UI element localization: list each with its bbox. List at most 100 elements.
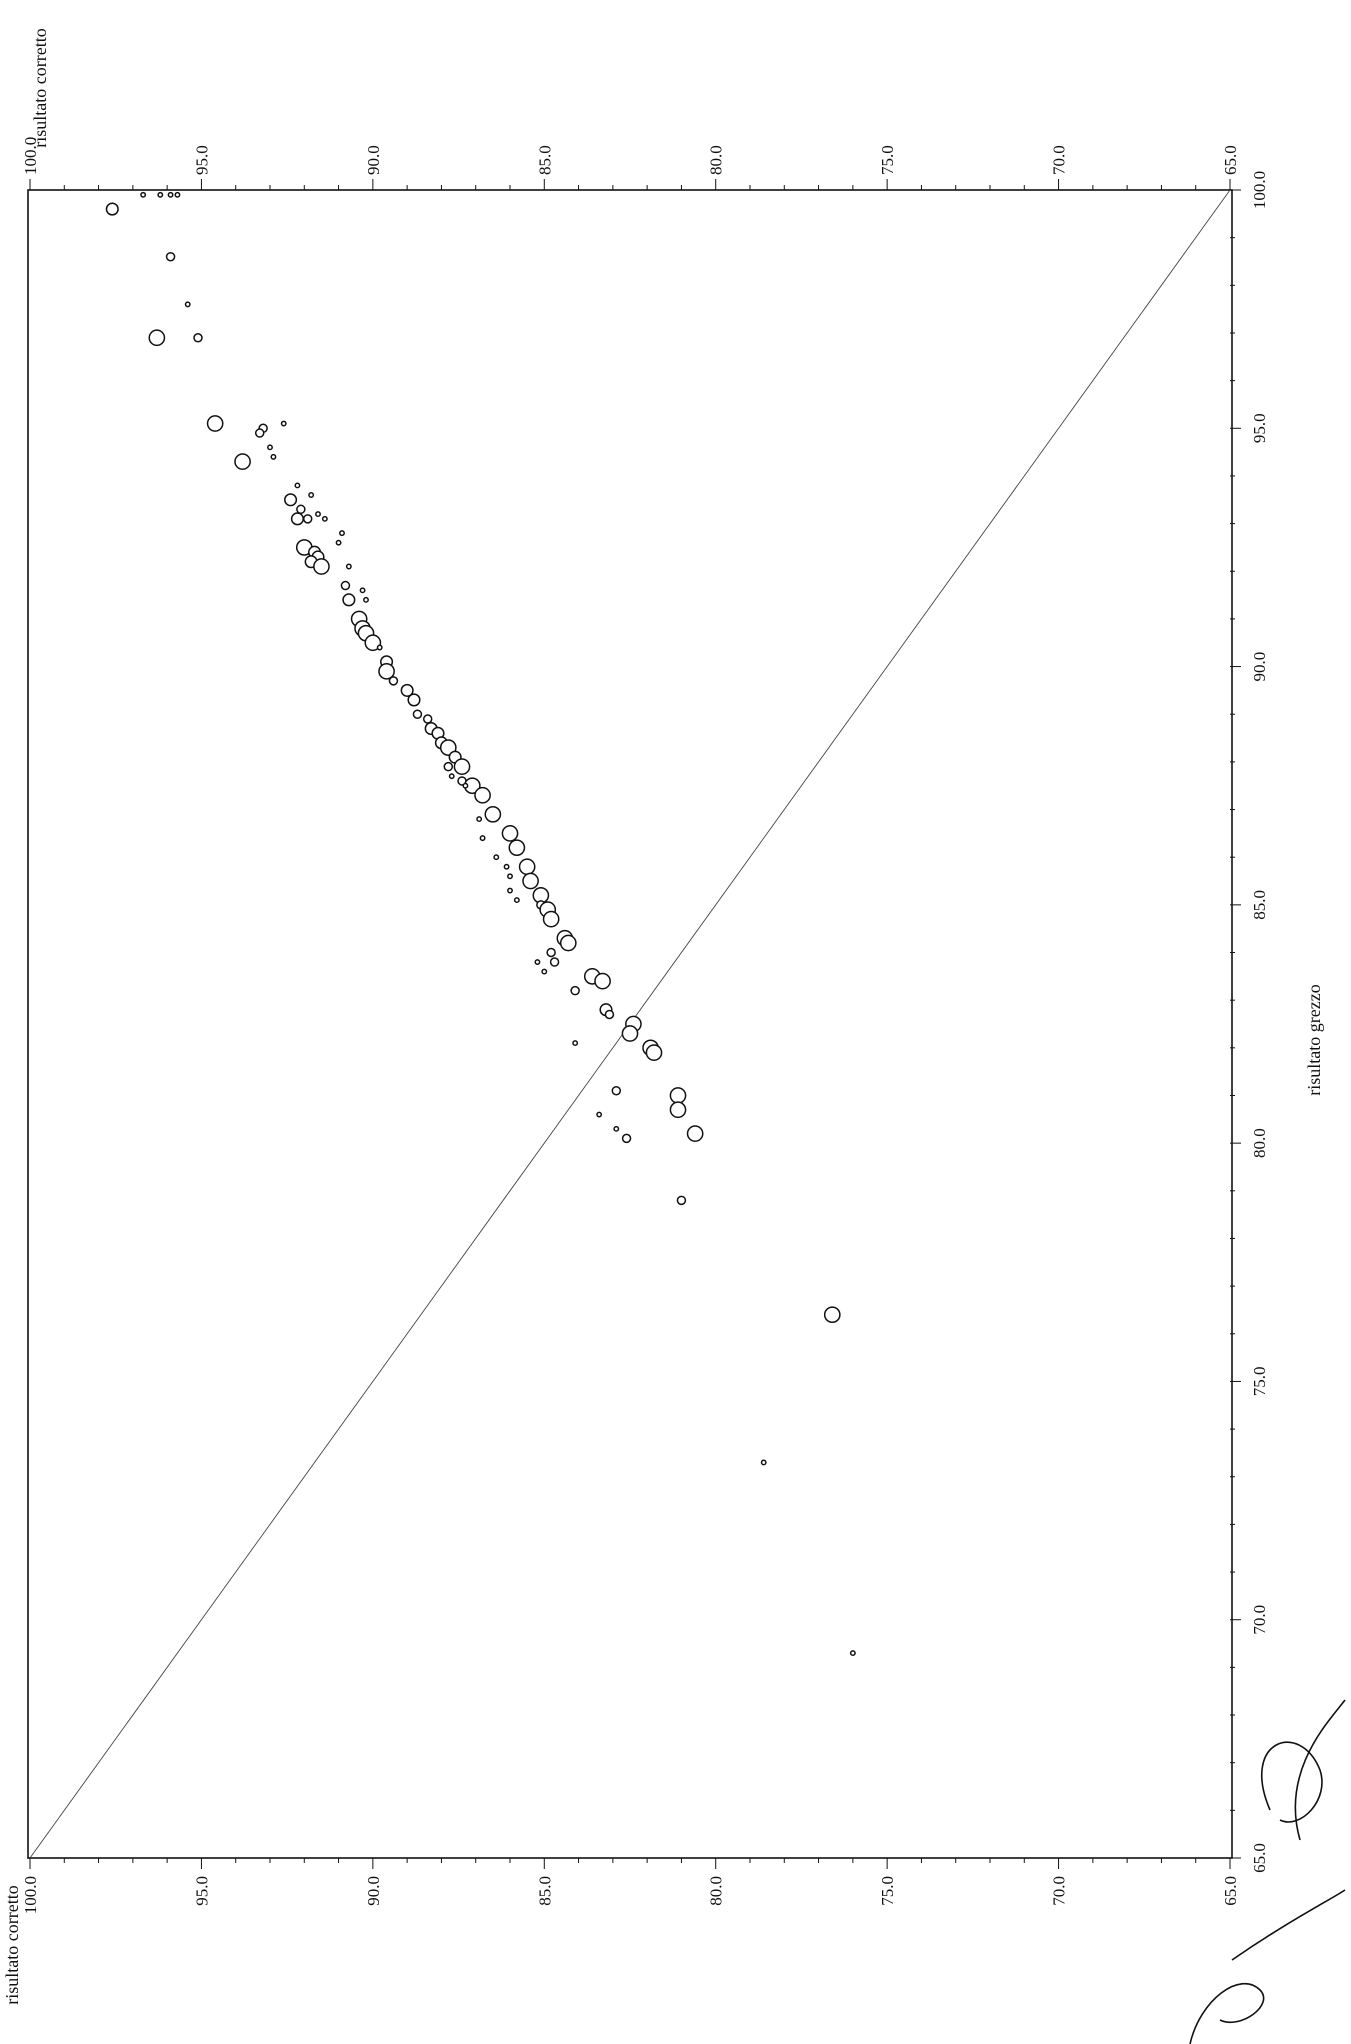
x-tick-label: 75.0 — [1250, 1367, 1269, 1397]
data-point — [594, 972, 611, 990]
data-point — [193, 332, 203, 343]
data-point — [849, 1650, 856, 1657]
data-point — [823, 1306, 841, 1324]
data-point — [686, 1125, 704, 1142]
data-point — [493, 854, 500, 861]
data-point — [407, 693, 421, 707]
data-point — [206, 415, 224, 432]
data-point — [296, 504, 306, 515]
data-point — [669, 1101, 687, 1119]
x-tick-label: 80.0 — [1250, 1128, 1269, 1158]
data-point — [148, 329, 166, 347]
data-point — [364, 634, 382, 652]
axis-ticks — [29, 179, 1241, 1869]
data-point — [376, 644, 383, 651]
data-point — [422, 714, 433, 724]
data-point — [167, 191, 174, 198]
y-tick-label-top: 80.0 — [707, 145, 726, 175]
data-point — [267, 444, 273, 451]
data-point — [339, 530, 345, 537]
data-point — [621, 1133, 632, 1144]
data-point — [290, 512, 304, 526]
axis-tick-labels: 65.0 65.0 70.0 70.0 75.0 75.0 80.0 80.0 85.0 85.0… — [21, 137, 1269, 1915]
data-point — [541, 968, 548, 975]
data-point — [140, 191, 147, 198]
y-tick-label-top: 70.0 — [1050, 145, 1069, 175]
x-tick-label: 90.0 — [1250, 652, 1269, 682]
data-point — [507, 887, 513, 894]
data-point — [501, 825, 519, 842]
data-point — [518, 858, 536, 876]
data-point — [479, 835, 486, 842]
data-point — [508, 839, 526, 857]
data-point — [570, 985, 580, 996]
signature-image — [1189, 1699, 1346, 2044]
data-point — [596, 1111, 603, 1118]
x-axis-title: risultato grezzo — [1304, 984, 1324, 1095]
data-point — [345, 563, 352, 570]
data-point — [484, 805, 502, 823]
data-point — [294, 482, 301, 489]
y-tick-label-bottom: 65.0 — [1221, 1876, 1240, 1906]
data-point — [157, 191, 164, 198]
data-point — [174, 191, 181, 198]
data-point — [388, 676, 399, 686]
x-tick-label: 70.0 — [1250, 1605, 1269, 1635]
data-point — [503, 863, 510, 870]
data-point — [400, 683, 414, 697]
y-tick-label-top: 100.0 — [21, 137, 40, 175]
x-tick-label: 95.0 — [1250, 413, 1269, 443]
data-point — [302, 514, 313, 524]
y-axis-title-left: risultato corretto — [2, 1885, 22, 2004]
data-point — [572, 1040, 579, 1047]
data-point — [676, 1195, 687, 1206]
data-point — [280, 420, 287, 427]
data-point — [359, 587, 366, 594]
data-point — [184, 301, 191, 308]
data-point — [669, 1087, 687, 1104]
data-point — [546, 947, 556, 958]
data-point — [476, 816, 483, 823]
data-point — [315, 511, 321, 518]
y-axis-title-top: risultato corretto — [30, 28, 50, 147]
data-point — [507, 873, 513, 880]
data-point — [448, 773, 455, 780]
x-tick-label: 100.0 — [1250, 171, 1269, 209]
data-point — [542, 910, 560, 928]
data-point — [621, 1025, 639, 1042]
data-point — [474, 786, 491, 804]
y-tick-label-top: 85.0 — [535, 145, 554, 175]
data-point — [321, 515, 328, 522]
y-tick-label-bottom: 70.0 — [1050, 1876, 1069, 1906]
data-point — [284, 493, 298, 507]
y-tick-label-bottom: 95.0 — [192, 1876, 211, 1906]
y-tick-label-bottom: 85.0 — [535, 1876, 554, 1906]
data-point — [313, 558, 330, 575]
data-point — [549, 957, 560, 967]
data-point — [270, 453, 277, 460]
data-point — [513, 897, 520, 904]
data-point — [645, 1044, 663, 1061]
x-tick-label: 85.0 — [1250, 890, 1269, 920]
y-tick-label-top: 75.0 — [878, 145, 897, 175]
data-point — [611, 1085, 622, 1096]
y-tick-label-bottom: 100.0 — [21, 1876, 40, 1914]
data-point — [613, 1125, 620, 1132]
y-tick-label-bottom: 80.0 — [707, 1876, 726, 1906]
data-point — [760, 1459, 767, 1466]
y-tick-label-bottom: 75.0 — [878, 1876, 897, 1906]
data-point — [308, 492, 315, 498]
data-point — [165, 251, 176, 262]
x-tick-label: 65.0 — [1250, 1843, 1269, 1873]
data-point — [443, 761, 454, 772]
data-point — [462, 782, 469, 789]
data-point — [378, 662, 395, 680]
y-tick-label-bottom: 90.0 — [364, 1876, 383, 1906]
data-point — [604, 1009, 615, 1020]
data-point — [340, 580, 351, 591]
data-point — [342, 593, 356, 607]
data-points — [105, 191, 856, 1657]
data-point — [522, 872, 539, 890]
plot-frame — [27, 189, 1233, 1859]
